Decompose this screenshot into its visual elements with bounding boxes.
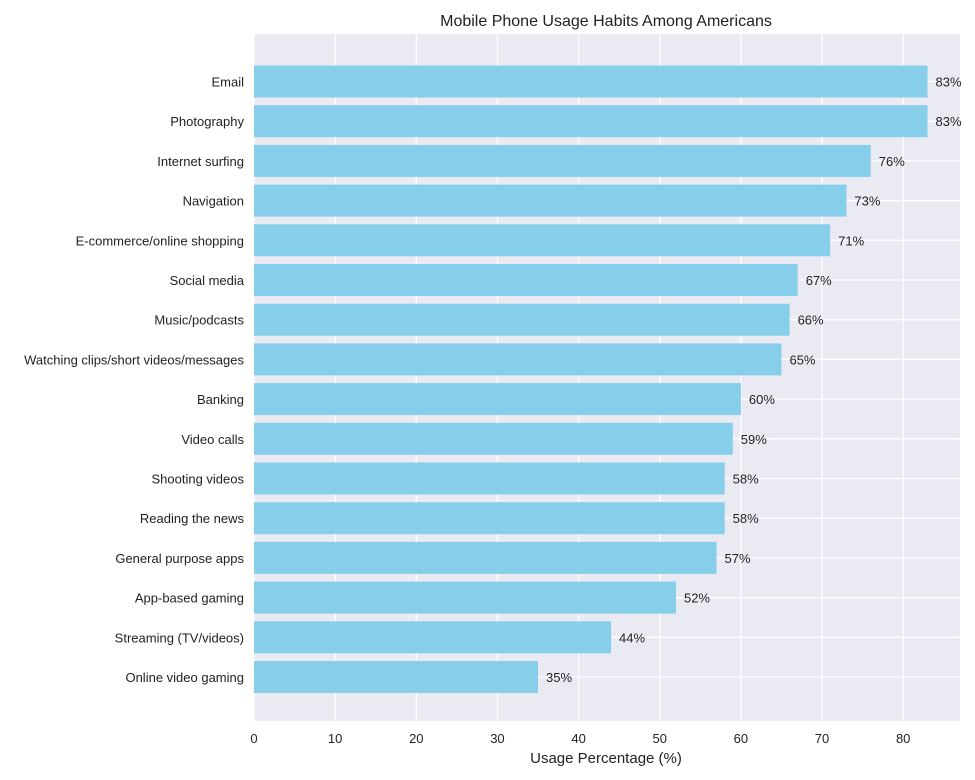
bar <box>254 462 725 495</box>
x-tick-label: 40 <box>571 731 585 746</box>
value-label: 73% <box>854 194 880 209</box>
x-axis-ticks: 0 10 20 30 40 50 60 70 80 <box>250 731 910 746</box>
value-label: 67% <box>806 273 832 288</box>
category-label: Reading the news <box>140 511 245 526</box>
category-label: Video calls <box>181 432 244 447</box>
bar <box>254 65 928 98</box>
bar <box>254 343 782 376</box>
x-tick-label: 50 <box>653 731 667 746</box>
value-label: 59% <box>741 432 767 447</box>
x-tick-label: 20 <box>409 731 423 746</box>
x-tick-label: 10 <box>328 731 342 746</box>
value-label: 71% <box>838 233 864 248</box>
value-label: 57% <box>725 551 751 566</box>
value-label: 52% <box>684 591 710 606</box>
bar <box>254 264 798 296</box>
category-label: Music/podcasts <box>154 313 244 328</box>
bar <box>254 621 612 654</box>
category-label: Navigation <box>183 194 244 209</box>
value-label: 76% <box>879 154 905 169</box>
category-label: E-commerce/online shopping <box>76 233 244 248</box>
bar <box>254 661 539 693</box>
category-label: Social media <box>170 273 245 288</box>
category-label: General purpose apps <box>115 551 244 566</box>
x-tick-label: 60 <box>734 731 748 746</box>
value-label: 58% <box>733 472 759 487</box>
category-labels: Email Photography Internet surfing Navigati… <box>24 75 245 686</box>
value-label: 44% <box>619 630 645 645</box>
value-label: 66% <box>798 313 824 328</box>
value-label: 83% <box>936 114 962 129</box>
value-label: 60% <box>749 392 775 407</box>
category-label: Email <box>211 75 244 90</box>
bar <box>254 224 831 257</box>
category-label: App-based gaming <box>135 591 244 606</box>
x-axis-label: Usage Percentage (%) <box>530 750 682 767</box>
bar <box>254 541 717 574</box>
category-label: Online video gaming <box>125 670 244 685</box>
bars <box>254 65 928 693</box>
bar <box>254 144 871 177</box>
x-tick-label: 30 <box>490 731 504 746</box>
value-labels: 83% 83% 76% 73% 71% 67% 66% 65% 60% 59% 58% 58% 57% 5… <box>546 75 962 686</box>
value-label: 58% <box>733 511 759 526</box>
bar <box>254 502 725 535</box>
bar <box>254 303 790 336</box>
category-label: Shooting videos <box>151 472 244 487</box>
value-label: 83% <box>936 75 962 90</box>
x-tick-label: 70 <box>815 731 829 746</box>
bar <box>254 383 741 416</box>
x-tick-label: 0 <box>250 731 257 746</box>
value-label: 35% <box>546 670 572 685</box>
bar <box>254 105 928 138</box>
bar <box>254 422 733 455</box>
category-label: Internet surfing <box>157 154 244 169</box>
category-label: Banking <box>197 392 244 407</box>
chart-title: Mobile Phone Usage Habits Among American… <box>440 13 772 30</box>
x-tick-label: 80 <box>896 731 910 746</box>
category-label: Streaming (TV/videos) <box>115 630 244 645</box>
category-label: Watching clips/short videos/messages <box>24 352 244 367</box>
category-label: Photography <box>170 114 244 129</box>
bar <box>254 184 847 217</box>
bar <box>254 581 676 614</box>
value-label: 65% <box>789 352 815 367</box>
